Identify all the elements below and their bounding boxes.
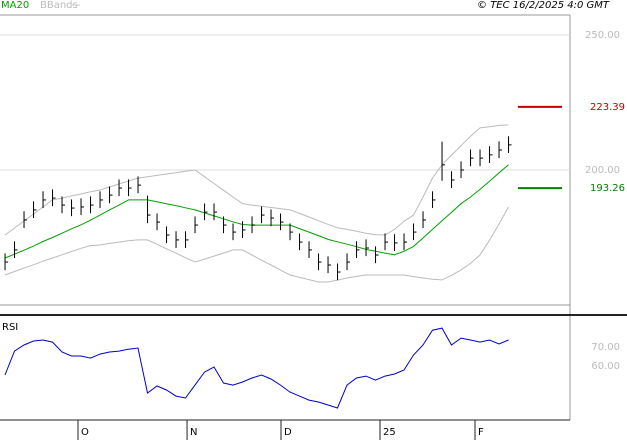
x-tick-label: D	[284, 427, 292, 438]
x-tick-label: O	[81, 427, 89, 438]
x-tick-label: N	[190, 427, 197, 438]
band-upper	[4, 124, 509, 236]
price-marker-label: 223.39	[590, 102, 625, 113]
y-tick-label: 200.00	[585, 165, 620, 176]
price-marker-label: 193.26	[590, 183, 625, 194]
panel-title: RSI	[2, 322, 18, 333]
ma-line	[4, 164, 509, 259]
y-tick-label: 60.00	[591, 361, 620, 372]
band-lower	[4, 206, 509, 283]
legend-entry: BBands	[40, 0, 78, 11]
copyright: © TEC 16/2/2025 4:0 GMT	[477, 0, 610, 11]
y-tick-label: 250.00	[585, 30, 620, 41]
rsi-line	[4, 327, 509, 409]
y-tick-label: 70.00	[591, 342, 620, 353]
x-tick-label: F	[478, 427, 484, 438]
x-tick-label: 25	[383, 427, 396, 438]
legend-entry: MA20	[1, 0, 29, 11]
